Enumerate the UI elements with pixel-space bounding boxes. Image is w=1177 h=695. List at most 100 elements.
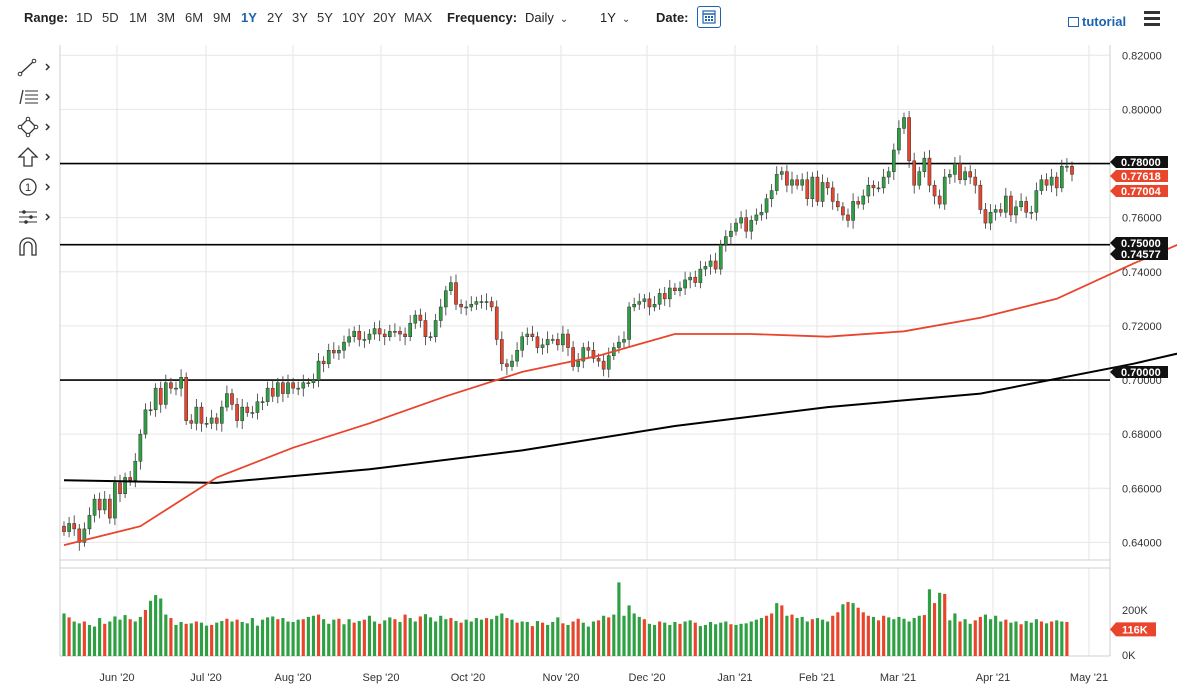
volume-bar (999, 621, 1003, 656)
range-3y-button[interactable]: 3Y (292, 10, 308, 25)
candle (72, 523, 77, 530)
candle (270, 387, 275, 397)
period-value: 1Y (600, 10, 616, 25)
volume-bar (994, 615, 998, 656)
annotation-number-icon[interactable]: 1 (14, 175, 54, 199)
volume-bar (841, 604, 845, 656)
line-draw-icon[interactable] (14, 55, 54, 79)
volume-bar (887, 617, 891, 656)
menu-icon[interactable] (1144, 11, 1160, 29)
candle (555, 339, 560, 346)
volume-bar (337, 618, 341, 656)
volume-bar (698, 626, 702, 656)
volume-bar (983, 614, 988, 656)
candle (876, 187, 881, 190)
volume-bar (449, 618, 453, 656)
x-tick-label: Oct '20 (451, 672, 486, 684)
fib-tool-icon[interactable] (14, 85, 54, 109)
price-tick-label: 0.68000 (1122, 429, 1162, 441)
candle (729, 230, 733, 237)
volume-bar (607, 617, 611, 656)
price-marker-label: 0.75000 (1121, 238, 1161, 250)
volume-bar (561, 623, 565, 656)
volume-bar (1060, 621, 1064, 656)
period-select[interactable]: 1Y ⌄ (600, 10, 630, 25)
candle (881, 176, 886, 189)
measure-tool-icon[interactable] (14, 205, 54, 229)
volume-bar (602, 615, 606, 656)
tutorial-link[interactable]: tutorial (1068, 14, 1126, 29)
candle (494, 306, 499, 340)
range-1m-button[interactable]: 1M (129, 10, 148, 25)
magnet-icon[interactable] (14, 235, 54, 259)
shape-tool-icon[interactable] (14, 115, 54, 139)
candle (235, 404, 239, 421)
candle (1044, 179, 1049, 186)
price-marker-label: 0.78000 (1121, 157, 1161, 169)
candle (754, 214, 759, 221)
volume-marker-tag (1110, 622, 1156, 637)
candle (163, 382, 168, 405)
volume-bar (1024, 621, 1028, 656)
volume-bar (958, 621, 962, 656)
range-3m-button[interactable]: 3M (157, 10, 176, 25)
calendar-icon[interactable] (697, 6, 721, 28)
range-2y-button[interactable]: 2Y (267, 10, 283, 25)
price-marker-tag (1110, 185, 1168, 197)
price-tick-label: 0.66000 (1122, 483, 1162, 495)
candle (1019, 201, 1023, 208)
candle (387, 331, 392, 337)
candle (744, 217, 749, 232)
range-9m-button[interactable]: 9M (213, 10, 232, 25)
candle (596, 358, 601, 362)
volume-bar (876, 620, 881, 656)
price-marker-tag (1110, 170, 1168, 182)
x-tick-label: Mar '21 (880, 672, 916, 684)
candle (642, 298, 647, 302)
candle (469, 304, 474, 308)
candle (667, 287, 672, 300)
candle (250, 412, 255, 414)
range-6m-button[interactable]: 6M (185, 10, 204, 25)
volume-bar (179, 621, 183, 656)
candle (983, 209, 988, 224)
volume-bar (189, 623, 193, 656)
candle (484, 301, 489, 303)
candle (601, 360, 606, 370)
range-1y-button[interactable]: 1Y (241, 10, 257, 25)
volume-bar (917, 615, 921, 656)
volume-bar (510, 619, 514, 656)
candle (138, 433, 143, 462)
candle (723, 236, 728, 245)
range-20y-button[interactable]: 20Y (373, 10, 397, 25)
volume-bar (693, 622, 697, 656)
range-max-button[interactable]: MAX (404, 10, 433, 25)
candle (871, 184, 876, 189)
volume-bar (220, 621, 224, 656)
volume-bar (204, 625, 209, 656)
volume-bar (67, 617, 71, 656)
x-tick-label: Feb '21 (799, 672, 835, 684)
range-1d-button[interactable]: 1D (76, 10, 93, 25)
candle (978, 184, 983, 210)
volume-bar (943, 593, 947, 656)
arrow-tool-icon[interactable] (14, 145, 54, 169)
volume-bar (805, 621, 809, 656)
candle (67, 523, 71, 532)
range-5y-button[interactable]: 5Y (317, 10, 333, 25)
volume-bar (372, 621, 377, 656)
volume-bar (388, 617, 392, 656)
range-10y-button[interactable]: 10Y (342, 10, 366, 25)
candle (306, 382, 311, 384)
volume-bar (892, 619, 896, 656)
candle (632, 304, 637, 308)
candle (657, 293, 662, 305)
range-5d-button[interactable]: 5D (102, 10, 119, 25)
frequency-select[interactable]: Daily ⌄ (525, 10, 568, 25)
volume-bar (439, 615, 443, 656)
chevron-down-icon: ⌄ (621, 14, 631, 25)
candle (1009, 195, 1013, 216)
candle (342, 341, 346, 351)
candle (362, 339, 367, 341)
